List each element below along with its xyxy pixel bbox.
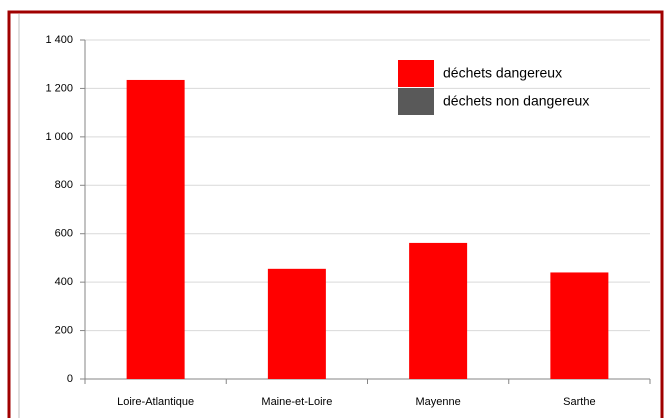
y-tick-label: 600 bbox=[55, 228, 73, 240]
y-tick-label: 200 bbox=[55, 324, 73, 336]
y-tick-label: 0 bbox=[67, 373, 73, 385]
legend-label: déchets non dangereux bbox=[443, 93, 589, 109]
x-tick-label: Loire-Atlantique bbox=[117, 396, 194, 408]
legend-swatch bbox=[398, 88, 434, 115]
x-tick-label: Mayenne bbox=[415, 396, 460, 408]
bar bbox=[550, 272, 609, 379]
bar bbox=[126, 79, 185, 379]
x-tick-label: Maine-et-Loire bbox=[261, 396, 332, 408]
y-tick-label: 1 000 bbox=[45, 131, 73, 143]
y-tick-label: 1 200 bbox=[45, 82, 73, 94]
legend-swatch bbox=[398, 60, 434, 87]
y-tick-label: 400 bbox=[55, 276, 73, 288]
bar bbox=[267, 268, 326, 379]
frame bbox=[7, 10, 664, 418]
legend-label: déchets dangereux bbox=[443, 65, 562, 81]
bar bbox=[409, 242, 468, 379]
y-tick-label: 800 bbox=[55, 179, 73, 191]
x-tick-label: Sarthe bbox=[563, 396, 595, 408]
y-tick-label: 1 400 bbox=[45, 34, 73, 46]
